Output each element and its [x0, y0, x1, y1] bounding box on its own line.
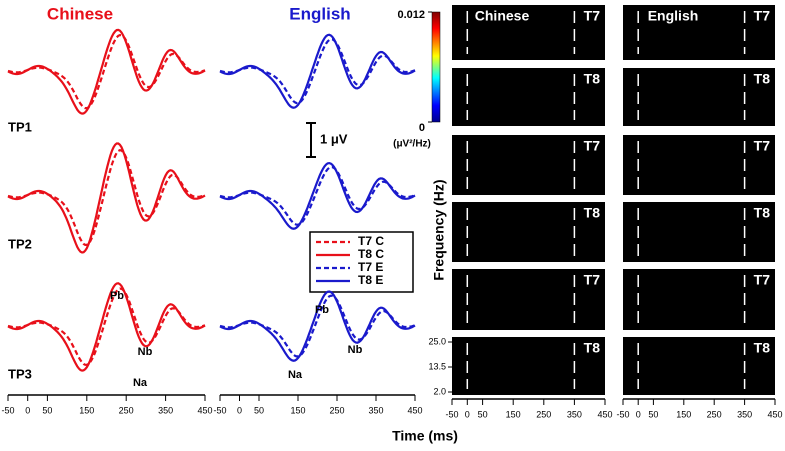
- electrode-label: T7: [584, 272, 601, 288]
- tick-label: 50: [648, 409, 658, 419]
- electrode-label: T7: [754, 272, 771, 288]
- tick-label: 50: [42, 405, 52, 415]
- colorbar: [431, 11, 441, 123]
- erp-wave: [7, 28, 206, 115]
- tf-blob: [505, 44, 534, 52]
- erp-wave: [7, 149, 206, 246]
- frequency-tick-label: 2.0: [433, 386, 446, 396]
- scale-label: 1 μV: [320, 131, 348, 146]
- erp-column-title: English: [289, 4, 350, 23]
- frequency-tick-label: 13.5: [428, 361, 446, 371]
- tick-label: 450: [597, 409, 612, 419]
- electrode-label: T7: [754, 138, 771, 154]
- electrode-label: T7: [584, 138, 601, 154]
- tf-blob: [501, 378, 537, 386]
- erp-wave: [219, 166, 416, 226]
- peak-label: Nb: [138, 346, 153, 358]
- peak-label: Pb: [110, 290, 124, 302]
- erp-wave: [7, 282, 206, 372]
- electrode-label: T7: [584, 8, 601, 24]
- peak-label: Na: [133, 377, 148, 389]
- colorbar-tick-label: 0.012: [397, 9, 425, 21]
- tick-label: 0: [25, 405, 30, 415]
- electrode-label: T7: [754, 8, 771, 24]
- tick-label: 350: [368, 405, 383, 415]
- tf-blob: [503, 312, 536, 321]
- tick-label: 350: [158, 405, 173, 415]
- frequency-label: Frequency (Hz): [431, 179, 447, 280]
- erp-wave: [7, 33, 206, 110]
- peak-label: Na: [288, 369, 303, 381]
- tick-label: 150: [676, 409, 691, 419]
- legend-label: T7 C: [358, 234, 384, 248]
- legend: T7 CT8 CT7 ET8 E: [316, 234, 384, 287]
- erp-wave: [219, 161, 416, 230]
- tick-label: -50: [445, 409, 458, 419]
- tf-blob: [501, 245, 537, 253]
- tf-blob: [669, 178, 699, 186]
- row-label: TP2: [8, 236, 32, 251]
- electrode-label: T8: [754, 71, 771, 87]
- colorbar-unit: (μV²/Hz): [393, 139, 431, 150]
- tf-blob: [506, 109, 533, 117]
- tick-label: 150: [79, 405, 94, 415]
- scale-bar: [306, 122, 316, 158]
- erp-wave: [7, 287, 206, 366]
- tick-label: 250: [707, 409, 722, 419]
- tick-label: 350: [567, 409, 582, 419]
- legend-label: T8 E: [358, 273, 383, 287]
- tick-label: 250: [536, 409, 551, 419]
- electrode-label: T8: [754, 205, 771, 221]
- frequency-tick-label: 25.0: [428, 336, 446, 346]
- tf-blob: [670, 245, 698, 253]
- tf-blob: [671, 109, 697, 117]
- erp-wave: [219, 38, 416, 105]
- tf-column-title: English: [648, 8, 699, 24]
- tick-label: 250: [329, 405, 344, 415]
- erp-wave: [219, 290, 416, 362]
- tick-label: 0: [636, 409, 641, 419]
- tick-label: -50: [616, 409, 629, 419]
- time-label: Time (ms): [392, 428, 458, 444]
- tick-label: -50: [213, 405, 226, 415]
- tf-blob: [671, 378, 697, 386]
- erp-wave: [219, 33, 416, 109]
- erp-column-title: Chinese: [47, 4, 113, 23]
- electrode-label: T8: [584, 71, 601, 87]
- tick-label: 150: [290, 405, 305, 415]
- row-label: TP1: [8, 119, 32, 134]
- electrode-label: T8: [584, 205, 601, 221]
- row-label: TP3: [8, 366, 32, 381]
- legend-label: T8 C: [358, 247, 384, 261]
- tf-blob: [504, 178, 535, 186]
- peak-label: Pb: [315, 304, 329, 316]
- tf-blob: [670, 44, 698, 52]
- erp-wave: [219, 294, 416, 358]
- tick-label: 50: [254, 405, 264, 415]
- tick-label: 50: [478, 409, 488, 419]
- tick-label: 150: [506, 409, 521, 419]
- legend-label: T7 E: [358, 260, 383, 274]
- peak-label: Nb: [348, 344, 363, 356]
- tick-label: 350: [737, 409, 752, 419]
- erp-wave: [7, 142, 206, 254]
- tick-label: 0: [465, 409, 470, 419]
- tick-label: -50: [1, 405, 14, 415]
- tick-label: 450: [197, 405, 212, 415]
- tick-label: 450: [767, 409, 782, 419]
- tf-column-title: Chinese: [475, 8, 530, 24]
- tick-label: 0: [237, 405, 242, 415]
- tick-label: 450: [407, 405, 422, 415]
- colorbar-tick-label: 0: [419, 122, 425, 134]
- tick-label: 250: [119, 405, 134, 415]
- tf-blob: [670, 312, 698, 321]
- electrode-label: T8: [584, 340, 601, 356]
- electrode-label: T8: [754, 340, 771, 356]
